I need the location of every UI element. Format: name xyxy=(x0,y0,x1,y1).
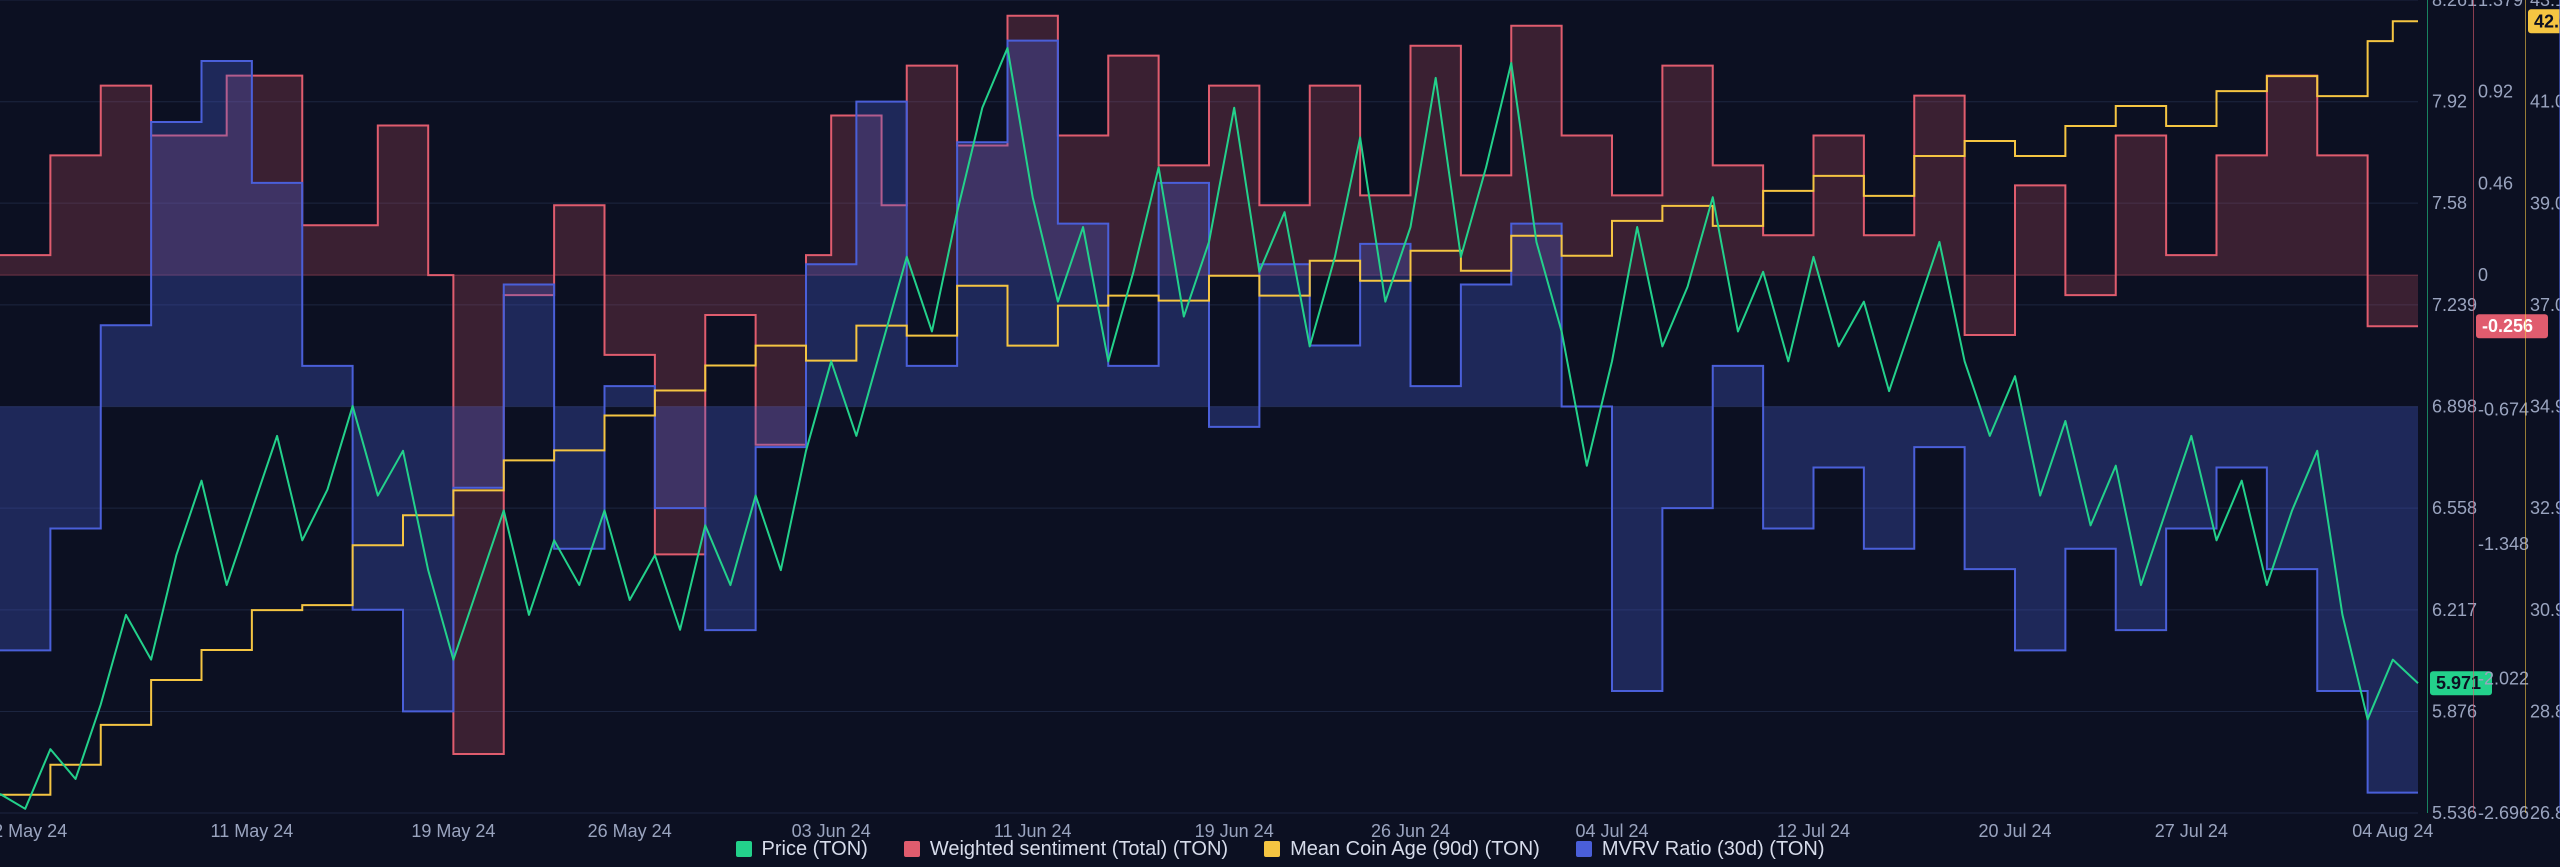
chart-root: santiment 02 May 2411 May 2419 May 2426 … xyxy=(0,0,2560,867)
y-tick-label: 30.906 xyxy=(2530,600,2560,620)
legend-label: Price (TON) xyxy=(762,838,868,861)
y-tick-label: 7.239 xyxy=(2432,295,2477,315)
legend-label: Weighted sentiment (Total) (TON) xyxy=(930,838,1228,861)
legend-item[interactable]: Weighted sentiment (Total) (TON) xyxy=(904,838,1228,861)
y-tick-label: 7.92 xyxy=(2432,92,2467,112)
legend: Price (TON) Weighted sentiment (Total) (T… xyxy=(0,838,2560,864)
y-tick-label: 7.58 xyxy=(2432,193,2467,213)
y-tick-label: 1.379 xyxy=(2478,0,2523,10)
y-tick-label: 28.87 xyxy=(2530,701,2560,721)
y-tick-label: 5.876 xyxy=(2432,702,2477,722)
y-tick-label: -2.696 xyxy=(2478,803,2529,823)
y-tick-label: 43.125 xyxy=(2530,0,2560,10)
y-tick-label: 37.016 xyxy=(2530,295,2560,315)
y-tick-label: 26.834 xyxy=(2530,803,2560,823)
legend-item[interactable]: MVRV Ratio (30d) (TON) xyxy=(1576,838,1825,861)
y-tick-label: -0.674 xyxy=(2478,400,2529,420)
y-tick-label: 5.536 xyxy=(2432,803,2477,823)
legend-swatch xyxy=(1576,841,1592,857)
legend-swatch xyxy=(904,841,920,857)
svg-text:42.698: 42.698 xyxy=(2534,11,2560,31)
y-tick-label: 6.217 xyxy=(2432,600,2477,620)
y-tick-label: 34.979 xyxy=(2530,397,2560,417)
svg-text:5.971: 5.971 xyxy=(2436,673,2481,693)
y-tick-label: 6.558 xyxy=(2432,498,2477,518)
chart-canvas[interactable]: 02 May 2411 May 2419 May 2426 May 2403 J… xyxy=(0,0,2560,867)
y-tick-label: 41.088 xyxy=(2530,92,2560,112)
legend-label: Mean Coin Age (90d) (TON) xyxy=(1290,838,1540,861)
y-tick-label: 0.46 xyxy=(2478,173,2513,193)
legend-swatch xyxy=(1264,841,1280,857)
legend-swatch xyxy=(736,841,752,857)
y-tick-label: 0 xyxy=(2478,265,2488,285)
y-tick-label: -1.348 xyxy=(2478,534,2529,554)
y-tick-label: 8.261 xyxy=(2432,0,2477,10)
current-value-badge-coinage: 42.698 xyxy=(2528,9,2560,33)
legend-item[interactable]: Price (TON) xyxy=(736,838,868,861)
legend-label: MVRV Ratio (30d) (TON) xyxy=(1602,838,1825,861)
y-tick-label: -2.022 xyxy=(2478,669,2529,689)
current-value-badge-sentiment: -0.256 xyxy=(2476,314,2548,338)
y-tick-label: 6.898 xyxy=(2432,397,2477,417)
y-tick-label: 32.943 xyxy=(2530,498,2560,518)
y-tick-label: 39.052 xyxy=(2530,193,2560,213)
legend-item[interactable]: Mean Coin Age (90d) (TON) xyxy=(1264,838,1540,861)
y-tick-label: 0.92 xyxy=(2478,82,2513,102)
